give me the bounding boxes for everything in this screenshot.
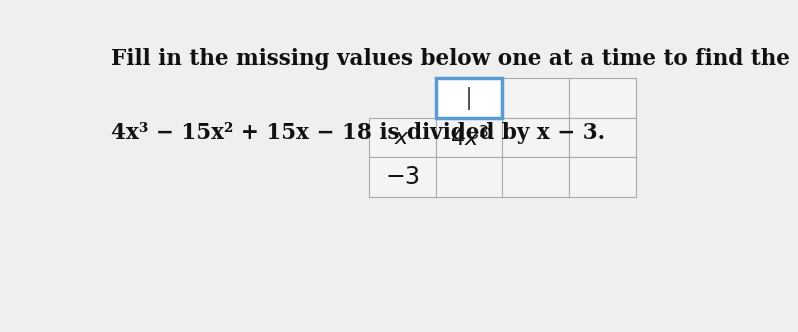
Bar <box>369 118 436 157</box>
Bar <box>436 78 503 118</box>
Text: $x$: $x$ <box>394 127 410 148</box>
Bar <box>569 78 636 118</box>
Bar <box>503 157 569 197</box>
Bar <box>436 157 503 197</box>
Text: Fill in the missing values below one at a time to find the quotient when: Fill in the missing values below one at … <box>111 47 798 69</box>
Bar <box>569 157 636 197</box>
Bar <box>569 118 636 157</box>
Bar <box>503 78 569 118</box>
Bar <box>369 157 436 197</box>
Text: $4x^3$: $4x^3$ <box>449 125 488 150</box>
Text: $-3$: $-3$ <box>385 165 420 189</box>
Text: 4x³ − 15x² + 15x − 18 is divided by x − 3.: 4x³ − 15x² + 15x − 18 is divided by x − … <box>111 122 605 144</box>
Bar <box>436 118 503 157</box>
Bar <box>503 118 569 157</box>
